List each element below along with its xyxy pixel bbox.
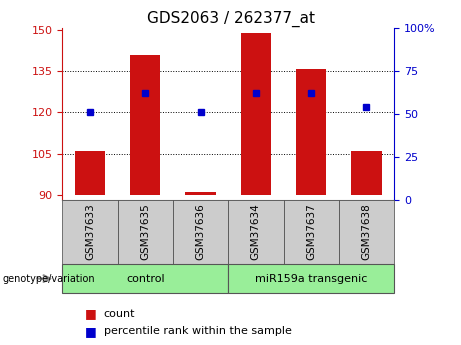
Text: count: count xyxy=(104,309,135,319)
Text: ■: ■ xyxy=(85,307,97,321)
Bar xyxy=(351,151,382,195)
Text: GSM37635: GSM37635 xyxy=(140,204,150,260)
Text: GSM37633: GSM37633 xyxy=(85,204,95,260)
Text: ■: ■ xyxy=(85,325,97,338)
Bar xyxy=(185,192,216,195)
Text: GSM37636: GSM37636 xyxy=(195,204,206,260)
Text: GDS2063 / 262377_at: GDS2063 / 262377_at xyxy=(147,10,314,27)
Bar xyxy=(296,69,326,195)
Bar xyxy=(75,151,105,195)
Text: GSM37634: GSM37634 xyxy=(251,204,261,260)
Text: miR159a transgenic: miR159a transgenic xyxy=(255,274,367,284)
Bar xyxy=(241,33,271,195)
Bar xyxy=(130,55,160,195)
Text: GSM37637: GSM37637 xyxy=(306,204,316,260)
Text: genotype/variation: genotype/variation xyxy=(2,274,95,284)
Text: control: control xyxy=(126,274,165,284)
Text: GSM37638: GSM37638 xyxy=(361,204,372,260)
Text: percentile rank within the sample: percentile rank within the sample xyxy=(104,326,292,336)
